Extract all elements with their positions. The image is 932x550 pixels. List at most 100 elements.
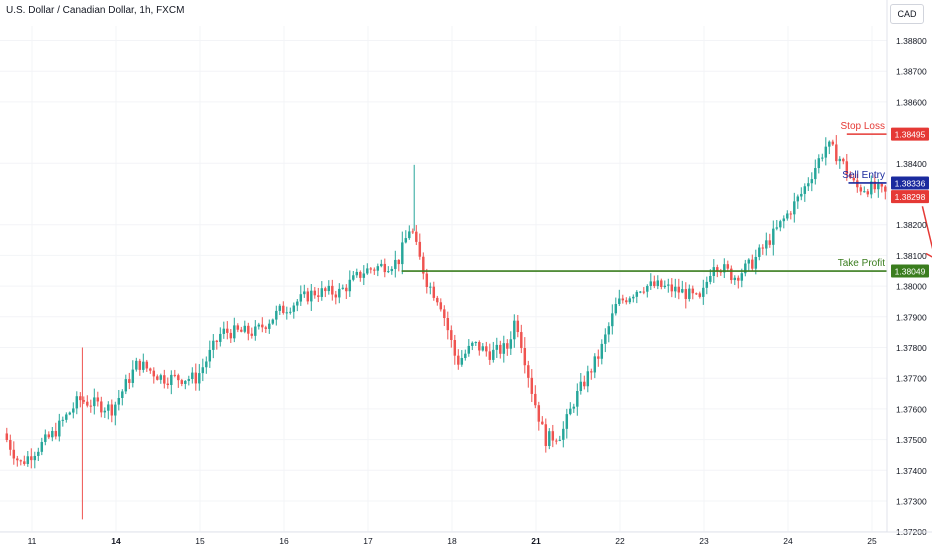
candle-body (355, 271, 359, 276)
x-tick-label: 15 (195, 536, 205, 546)
candle-body (845, 161, 849, 175)
candle-body (702, 287, 705, 297)
candle-body (317, 295, 320, 297)
candle-body (135, 360, 138, 370)
candle-body (597, 356, 600, 359)
candle-body (100, 401, 103, 413)
candle-body (89, 405, 93, 407)
y-tick-label: 1.38600 (896, 97, 927, 107)
candle-body (548, 431, 551, 447)
candle-body (607, 326, 611, 335)
candle-body (215, 340, 219, 342)
candle-body (852, 177, 856, 181)
candle-body (530, 377, 534, 394)
candle-body (236, 325, 240, 330)
candle-body (576, 391, 579, 407)
candle-body (408, 231, 411, 239)
candle-body (271, 319, 275, 324)
candle-body (68, 412, 72, 415)
candle-body (201, 367, 205, 374)
candle-body (117, 397, 121, 405)
y-tick-label: 1.37300 (896, 497, 927, 507)
y-tick-label: 1.38800 (896, 36, 927, 46)
candle-body (691, 288, 695, 294)
candle-body (436, 297, 439, 303)
candle-body (478, 342, 481, 351)
candle-body (544, 424, 548, 447)
candle-body (243, 325, 247, 332)
price-tag (891, 176, 929, 190)
candle-body (551, 431, 555, 441)
candle-body (47, 434, 51, 438)
candle-body (54, 430, 58, 437)
candle-body (667, 284, 670, 286)
candle-body (499, 344, 502, 354)
candle-body (173, 374, 177, 376)
candle-body (821, 157, 824, 159)
candle-body (121, 391, 124, 398)
candle-body (114, 404, 117, 416)
candle-body (796, 196, 800, 202)
grid-layer (0, 26, 887, 533)
level-label: Take Profit (838, 258, 885, 269)
candle-body (285, 312, 289, 314)
candle-body (387, 271, 390, 273)
candle-body (646, 285, 649, 292)
candle-body (65, 414, 68, 420)
candle-body (82, 400, 86, 402)
candle-body (12, 449, 16, 459)
candle-body (320, 288, 324, 297)
candle-body (376, 266, 380, 271)
candle-body (534, 393, 537, 406)
candle-body (453, 340, 457, 356)
candle-body (873, 181, 877, 190)
candle-body (768, 240, 772, 245)
candle-body (103, 410, 107, 413)
candle-body (793, 201, 796, 215)
candle-body (618, 298, 621, 304)
candle-body (187, 379, 191, 381)
candle-body (565, 414, 569, 429)
price-tag-label: 1.38336 (895, 178, 926, 188)
y-tick-label: 1.38100 (896, 251, 927, 261)
currency-button[interactable]: CAD (890, 4, 924, 24)
candle-body (649, 281, 653, 286)
candle-body (446, 318, 450, 331)
candle-body (5, 433, 9, 440)
candle-body (737, 277, 740, 281)
candle-body (733, 277, 737, 281)
candle-body (621, 298, 625, 301)
candle-body (744, 263, 747, 274)
y-tick-label: 1.37800 (896, 343, 927, 353)
candle-body (495, 344, 499, 350)
candle-body (191, 372, 194, 380)
candle-body (390, 268, 394, 272)
candle-body (205, 361, 208, 368)
candle-body (523, 348, 527, 366)
candle-body (681, 289, 684, 293)
candle-body (257, 324, 261, 327)
price-tag (891, 264, 929, 278)
candle-body (380, 263, 383, 267)
candle-body (418, 241, 422, 257)
level-label: Stop Loss (841, 121, 885, 132)
candle-body (656, 280, 660, 287)
candle-body (838, 158, 842, 162)
candle-body (33, 455, 37, 461)
candle-body (884, 186, 887, 192)
candle-body (660, 280, 663, 288)
candle-body (19, 460, 23, 462)
candle-body (429, 286, 432, 288)
x-tick-label: 17 (363, 536, 373, 546)
candle-body (506, 343, 509, 349)
candle-body (26, 456, 30, 464)
candle-body (75, 396, 79, 409)
price-tag-label: 1.38495 (895, 130, 926, 140)
candle-body (471, 342, 474, 346)
candle-body (849, 174, 852, 178)
candle-body (786, 213, 789, 219)
candle-body (698, 293, 702, 297)
